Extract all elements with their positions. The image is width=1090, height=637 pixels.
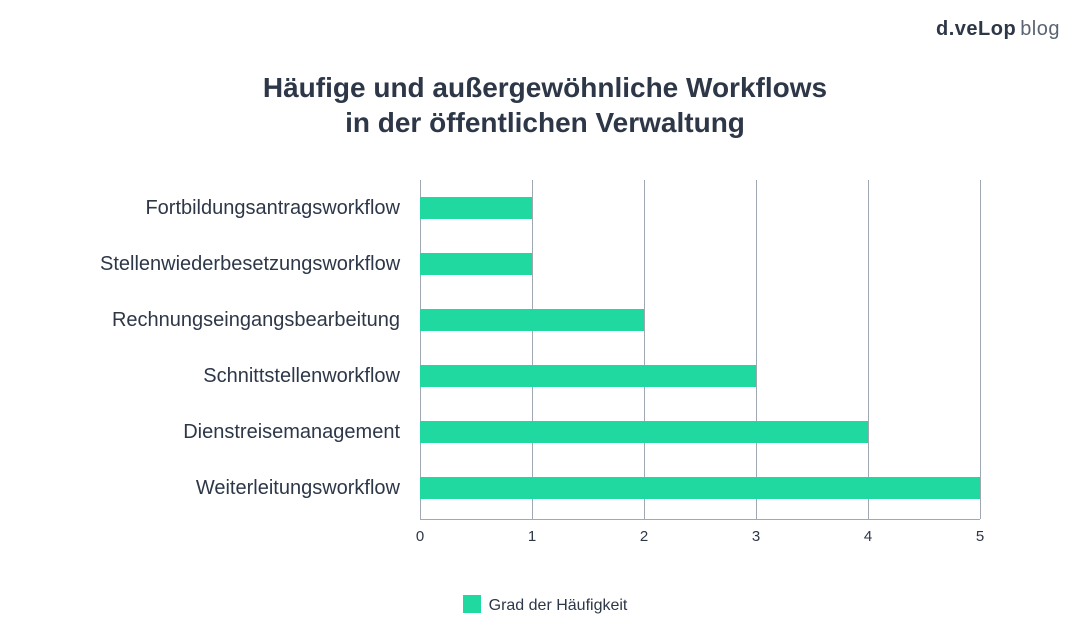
bar-track xyxy=(420,197,980,219)
category-label: Rechnungseingangsbearbeitung xyxy=(100,309,420,332)
legend-swatch xyxy=(463,595,481,613)
bar xyxy=(420,309,644,331)
bar xyxy=(420,253,532,275)
bar-track xyxy=(420,365,980,387)
brand-bold: d.veLop xyxy=(936,18,1016,40)
x-tick-label: 0 xyxy=(416,528,424,545)
chart-row: Stellenwiederbesetzungsworkflow xyxy=(100,236,980,292)
x-tick-label: 2 xyxy=(640,528,648,545)
chart-row: Fortbildungsantragsworkflow xyxy=(100,180,980,236)
x-tick-label: 5 xyxy=(976,528,984,545)
chart-row: Schnittstellenworkflow xyxy=(100,348,980,404)
bar-track xyxy=(420,253,980,275)
x-tick-label: 3 xyxy=(752,528,760,545)
category-label: Fortbildungsantragsworkflow xyxy=(100,197,420,220)
title-line-2: in der öffentlichen Verwaltung xyxy=(345,107,745,138)
bar-track xyxy=(420,421,980,443)
brand-logo: d.veLopblog xyxy=(936,18,1060,41)
category-label: Dienstreisemanagement xyxy=(100,421,420,444)
legend-label: Grad der Häufigkeit xyxy=(489,597,628,614)
chart-row: Dienstreisemanagement xyxy=(100,404,980,460)
x-tick-label: 1 xyxy=(528,528,536,545)
bar-track xyxy=(420,309,980,331)
bar-chart: Fortbildungsantragsworkflow Stellenwieder… xyxy=(100,180,980,560)
bar-track xyxy=(420,477,980,499)
category-label: Weiterleitungsworkflow xyxy=(100,477,420,500)
bar xyxy=(420,477,980,499)
brand-light: blog xyxy=(1020,18,1060,40)
bar xyxy=(420,365,756,387)
bar xyxy=(420,197,532,219)
gridline xyxy=(980,180,981,519)
chart-title: Häufige und außergewöhnliche Workflows i… xyxy=(0,70,1090,140)
category-label: Stellenwiederbesetzungsworkflow xyxy=(100,253,420,276)
title-line-1: Häufige und außergewöhnliche Workflows xyxy=(263,72,827,103)
bar xyxy=(420,421,868,443)
x-tick-label: 4 xyxy=(864,528,872,545)
chart-row: Weiterleitungsworkflow xyxy=(100,460,980,516)
category-label: Schnittstellenworkflow xyxy=(100,365,420,388)
chart-row: Rechnungseingangsbearbeitung xyxy=(100,292,980,348)
legend: Grad der Häufigkeit xyxy=(0,595,1090,615)
